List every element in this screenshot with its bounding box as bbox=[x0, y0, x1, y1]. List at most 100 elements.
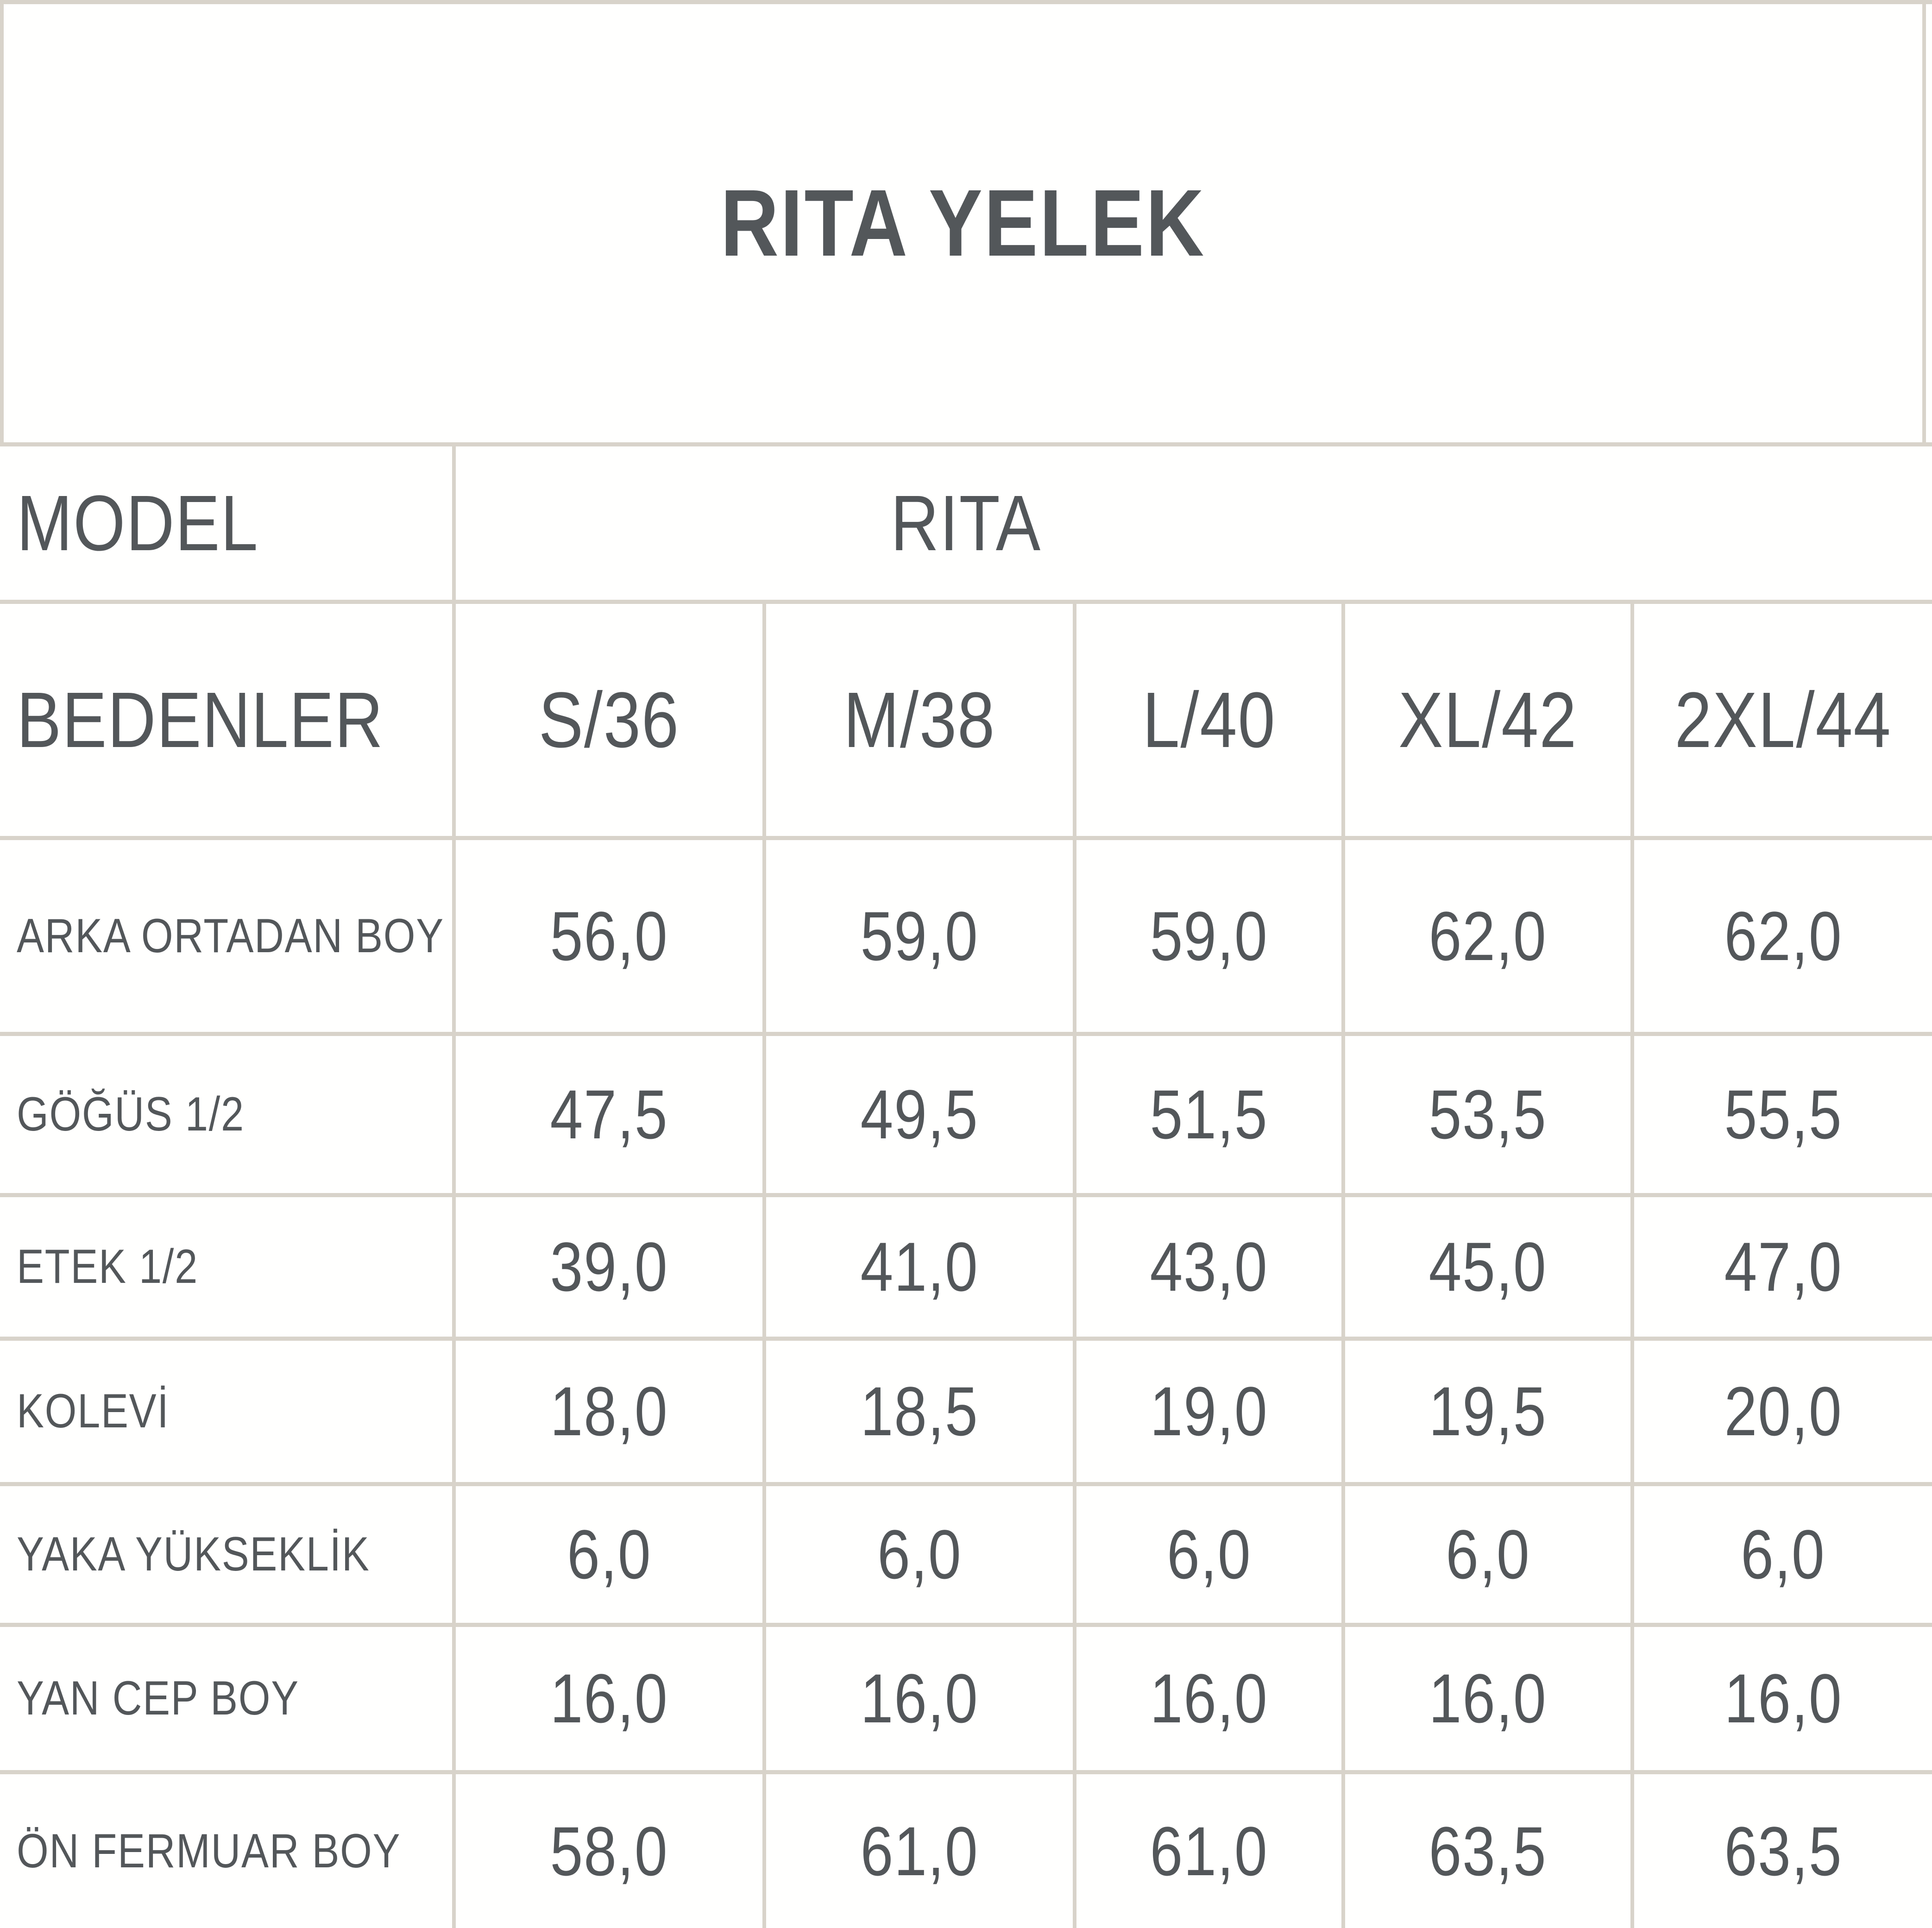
grid-line-horizontal bbox=[0, 1482, 1932, 1486]
measurement-value-cell: 16,0 bbox=[456, 1627, 762, 1770]
measurement-label-cell: KOLEVİ bbox=[0, 1341, 452, 1482]
grid-line-horizontal bbox=[0, 1032, 1932, 1036]
size-header-xl42: XL/42 bbox=[1398, 676, 1578, 764]
measurement-value: 47,0 bbox=[1724, 1228, 1842, 1306]
size-header-2xl44: 2XL/44 bbox=[1674, 676, 1892, 764]
measurement-value: 19,5 bbox=[1429, 1372, 1547, 1450]
measurement-value-cell: 16,0 bbox=[1076, 1627, 1341, 1770]
measurement-label-cell: YAN CEP BOY bbox=[0, 1627, 452, 1770]
measurement-label-cell: GÖĞÜS 1/2 bbox=[0, 1036, 452, 1193]
model-label-cell: MODEL bbox=[0, 446, 452, 600]
measurement-value-cell: 51,5 bbox=[1076, 1036, 1341, 1193]
measurement-value: 59,0 bbox=[1150, 897, 1268, 975]
grid-line-horizontal bbox=[0, 1193, 1932, 1197]
grid-line-horizontal bbox=[0, 600, 1932, 604]
measurement-value: 16,0 bbox=[1724, 1659, 1842, 1737]
measurement-value: 16,0 bbox=[550, 1659, 668, 1737]
measurement-value-cell: 47,0 bbox=[1634, 1197, 1932, 1337]
table-row: ETEK 1/2 39,0 41,0 43,0 45,0 47,0 bbox=[0, 1197, 1932, 1337]
grid-line-vertical bbox=[1922, 0, 1926, 446]
grid-line-vertical bbox=[762, 600, 766, 1928]
measurement-label: YAKA YÜKSEKLİK bbox=[17, 1527, 370, 1581]
size-header-cell: XL/42 bbox=[1345, 604, 1630, 836]
measurement-label: YAN CEP BOY bbox=[17, 1671, 299, 1725]
measurement-value-cell: 45,0 bbox=[1345, 1197, 1630, 1337]
size-header-l40: L/40 bbox=[1142, 676, 1276, 764]
measurement-value-cell: 63,5 bbox=[1345, 1774, 1630, 1928]
table-row: KOLEVİ 18,0 18,5 19,0 19,5 20,0 bbox=[0, 1341, 1932, 1482]
grid-line-horizontal bbox=[0, 1623, 1932, 1627]
measurement-value: 58,0 bbox=[550, 1812, 668, 1890]
measurement-value-cell: 59,0 bbox=[1076, 840, 1341, 1032]
measurement-value: 41,0 bbox=[860, 1228, 979, 1306]
grid-line-vertical bbox=[1341, 600, 1345, 1928]
measurement-value-cell: 61,0 bbox=[1076, 1774, 1341, 1928]
measurement-value: 6,0 bbox=[877, 1515, 962, 1593]
measurement-label: ÖN FERMUAR BOY bbox=[17, 1824, 401, 1878]
size-header-cell: L/40 bbox=[1076, 604, 1341, 836]
measurement-value: 39,0 bbox=[550, 1228, 668, 1306]
measurement-value-cell: 18,5 bbox=[766, 1341, 1073, 1482]
measurement-value: 51,5 bbox=[1150, 1075, 1268, 1153]
measurement-value: 6,0 bbox=[1445, 1515, 1530, 1593]
sizes-header-row: BEDENLER S/36 M/38 L/40 XL/42 2XL/44 bbox=[0, 604, 1932, 836]
measurement-value: 18,0 bbox=[550, 1372, 668, 1450]
measurement-value: 49,5 bbox=[860, 1075, 979, 1153]
measurement-value: 53,5 bbox=[1429, 1075, 1547, 1153]
size-header-cell: M/38 bbox=[766, 604, 1073, 836]
grid-line-horizontal bbox=[0, 1337, 1932, 1341]
measurement-value: 6,0 bbox=[1166, 1515, 1252, 1593]
grid-line-horizontal bbox=[0, 1770, 1932, 1774]
measurement-value-cell: 6,0 bbox=[1076, 1486, 1341, 1623]
measurement-label-cell: YAKA YÜKSEKLİK bbox=[0, 1486, 452, 1623]
measurement-value-cell: 20,0 bbox=[1634, 1341, 1932, 1482]
measurement-value-cell: 6,0 bbox=[456, 1486, 762, 1623]
measurement-value: 18,5 bbox=[860, 1372, 979, 1450]
measurement-value: 6,0 bbox=[1741, 1515, 1825, 1593]
grid-line-horizontal bbox=[0, 442, 1932, 446]
model-value: RITA bbox=[890, 479, 1041, 567]
measurement-value-cell: 53,5 bbox=[1345, 1036, 1630, 1193]
measurement-value: 45,0 bbox=[1429, 1228, 1547, 1306]
measurement-label: ETEK 1/2 bbox=[17, 1240, 198, 1294]
measurement-value-cell: 19,0 bbox=[1076, 1341, 1341, 1482]
measurement-value-cell: 63,5 bbox=[1634, 1774, 1932, 1928]
model-row: MODEL RITA bbox=[0, 446, 1932, 600]
size-header-cell: S/36 bbox=[456, 604, 762, 836]
table-row: ÖN FERMUAR BOY 58,0 61,0 61,0 63,5 63,5 bbox=[0, 1774, 1932, 1928]
measurement-value-cell: 18,0 bbox=[456, 1341, 762, 1482]
measurement-label-cell: ARKA ORTADAN BOY bbox=[0, 840, 452, 1032]
measurement-value-cell: 16,0 bbox=[1634, 1627, 1932, 1770]
measurement-value: 59,0 bbox=[860, 897, 979, 975]
measurement-value-cell: 56,0 bbox=[456, 840, 762, 1032]
measurement-value-cell: 43,0 bbox=[1076, 1197, 1341, 1337]
measurement-value-cell: 16,0 bbox=[1345, 1627, 1630, 1770]
measurement-value: 56,0 bbox=[550, 897, 668, 975]
measurement-value: 61,0 bbox=[1150, 1812, 1268, 1890]
grid-line-vertical bbox=[1073, 600, 1076, 1928]
measurement-label: ARKA ORTADAN BOY bbox=[17, 909, 444, 963]
table-row: GÖĞÜS 1/2 47,5 49,5 51,5 53,5 55,5 bbox=[0, 1036, 1932, 1193]
size-header-cell: 2XL/44 bbox=[1634, 604, 1932, 836]
sizes-label-cell: BEDENLER bbox=[0, 604, 452, 836]
measurement-value: 62,0 bbox=[1724, 897, 1842, 975]
table-row: YAN CEP BOY 16,0 16,0 16,0 16,0 16,0 bbox=[0, 1627, 1932, 1770]
measurement-label: GÖĞÜS 1/2 bbox=[17, 1087, 245, 1141]
table-row: ARKA ORTADAN BOY 56,0 59,0 59,0 62,0 62,… bbox=[0, 840, 1932, 1032]
measurement-value: 20,0 bbox=[1724, 1372, 1842, 1450]
measurement-value: 62,0 bbox=[1429, 897, 1547, 975]
measurement-value: 47,5 bbox=[550, 1075, 668, 1153]
measurement-value-cell: 62,0 bbox=[1345, 840, 1630, 1032]
size-header-m38: M/38 bbox=[843, 676, 996, 764]
measurement-value: 43,0 bbox=[1150, 1228, 1268, 1306]
measurement-label-cell: ÖN FERMUAR BOY bbox=[0, 1774, 452, 1928]
sizes-label: BEDENLER bbox=[17, 676, 384, 764]
grid-line-horizontal bbox=[0, 836, 1932, 840]
measurement-value: 63,5 bbox=[1429, 1812, 1547, 1890]
measurement-value-cell: 6,0 bbox=[1634, 1486, 1932, 1623]
page-title: RITA YELEK bbox=[720, 170, 1206, 276]
measurement-value-cell: 55,5 bbox=[1634, 1036, 1932, 1193]
measurement-value-cell: 6,0 bbox=[766, 1486, 1073, 1623]
measurement-value: 55,5 bbox=[1724, 1075, 1842, 1153]
